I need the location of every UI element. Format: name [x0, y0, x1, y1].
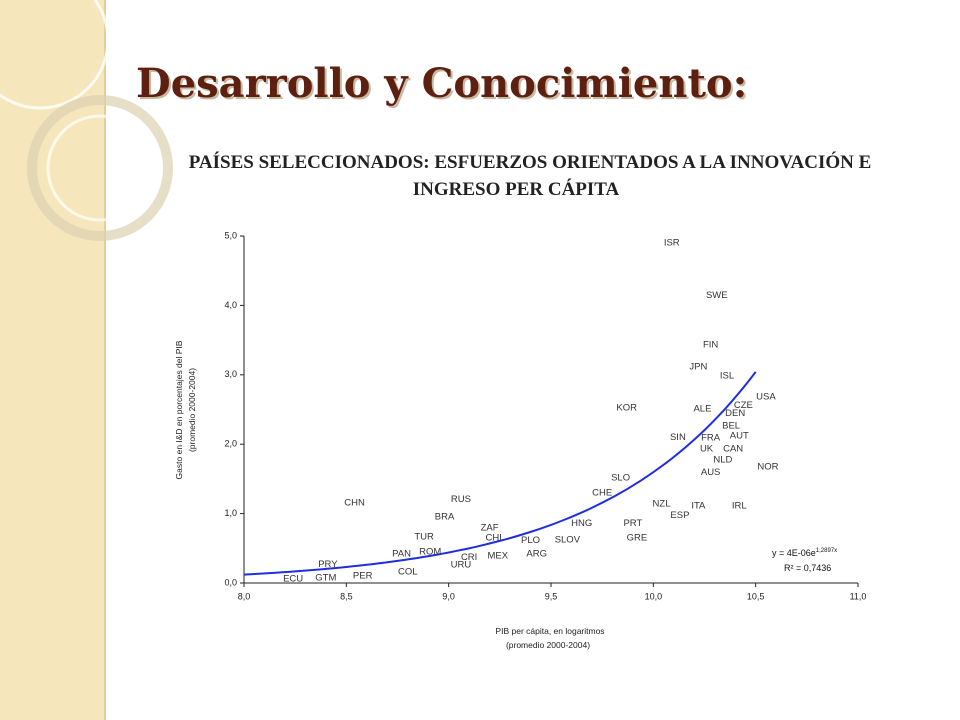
x-tick-label: 8,5: [340, 591, 353, 601]
y-axis-label: Gasto en I&D en porcentajes del PIB: [174, 340, 184, 479]
country-point: SLOV: [555, 534, 581, 545]
trend-curve: [243, 371, 757, 576]
country-point: PER: [353, 571, 373, 582]
country-point: COL: [398, 566, 418, 577]
country-point: FIN: [703, 339, 718, 350]
trend-equation-base: y = 4E-06e: [772, 548, 816, 558]
y-tick-label: 5,0: [224, 230, 237, 240]
country-point: CZE: [734, 400, 753, 411]
trend-r2: R² = 0,7436: [784, 563, 831, 573]
country-point: GTM: [315, 573, 336, 584]
y-tick-label: 4,0: [224, 300, 237, 310]
country-point: PAN: [392, 548, 411, 559]
country-point: UK: [700, 444, 714, 455]
country-point: CHN: [344, 498, 365, 509]
country-point: BEL: [722, 421, 740, 432]
country-point: MEX: [487, 550, 508, 561]
country-point: TUR: [414, 532, 434, 543]
decor-circle: [27, 95, 173, 241]
side-band-edge: [104, 0, 106, 720]
slide-title-shadow: Desarrollo y Conocimiento:: [138, 62, 749, 109]
country-point: GRE: [627, 532, 648, 543]
chart-title: INGRESO PER CÁPITA: [413, 178, 620, 200]
country-point: ECU: [283, 573, 303, 584]
country-point: AUS: [701, 467, 721, 478]
trend-equation-exponent: 1,2897x: [816, 548, 837, 554]
country-point: PRT: [623, 518, 642, 529]
country-point: KOR: [616, 403, 637, 414]
country-point: CRI: [461, 552, 477, 563]
country-point: ISR: [664, 237, 680, 248]
y-tick-label: 2,0: [224, 439, 237, 449]
country-point: ESP: [670, 510, 689, 521]
chart-title: PAÍSES SELECCIONADOS: ESFUERZOS ORIENTAD…: [189, 151, 872, 173]
x-tick-label: 11,0: [850, 591, 867, 601]
country-point: ARG: [526, 548, 547, 559]
country-point: NOR: [757, 462, 778, 473]
x-axis-label: (promedio 2000-2004): [506, 640, 590, 650]
country-point: SWE: [706, 290, 728, 301]
country-point: URU: [451, 559, 472, 570]
country-point: AUT: [730, 430, 749, 441]
y-tick-label: 3,0: [224, 369, 237, 379]
country-point: ALE: [693, 403, 711, 414]
country-point: ISL: [720, 371, 734, 382]
x-axis-label: PIB per cápita, en logaritmos: [495, 626, 604, 636]
country-point: RUS: [451, 494, 471, 505]
country-point: CHI: [486, 532, 502, 543]
country-point: CHE: [592, 487, 612, 498]
country-point: BRA: [435, 512, 455, 523]
x-tick-label: 9,5: [545, 591, 558, 601]
country-point: HNG: [571, 518, 592, 529]
decor-circle: [46, 114, 154, 222]
country-point: IRL: [732, 500, 747, 511]
x-tick-label: 10,0: [645, 591, 663, 601]
country-point: PLO: [521, 535, 540, 546]
x-tick-label: 8,0: [238, 591, 251, 601]
x-tick-label: 10,5: [747, 591, 765, 601]
y-axis-label: (promedio 2000-2004): [187, 368, 197, 452]
slide-title: Desarrollo y Conocimiento:: [136, 60, 747, 107]
country-point: ITA: [691, 500, 706, 511]
trend-equation: y = 4E-06e1,2897x: [772, 548, 837, 558]
country-point: NLD: [713, 455, 732, 466]
country-point: SIN: [670, 432, 686, 443]
country-point: CAN: [723, 444, 743, 455]
y-tick-label: 0,0: [224, 577, 237, 587]
country-point: USA: [756, 392, 776, 403]
country-point: FRA: [701, 432, 721, 443]
country-point: SLO: [611, 473, 630, 484]
country-point: DEN: [725, 408, 745, 419]
y-tick-label: 1,0: [224, 508, 237, 518]
country-point: JPN: [689, 362, 707, 373]
country-point: PRY: [318, 559, 338, 570]
decor-circle: [0, 0, 110, 110]
country-point: NZL: [653, 498, 671, 509]
x-tick-label: 9,0: [442, 591, 455, 601]
country-point: ZAF: [481, 523, 499, 534]
country-point: ROM: [419, 546, 441, 557]
